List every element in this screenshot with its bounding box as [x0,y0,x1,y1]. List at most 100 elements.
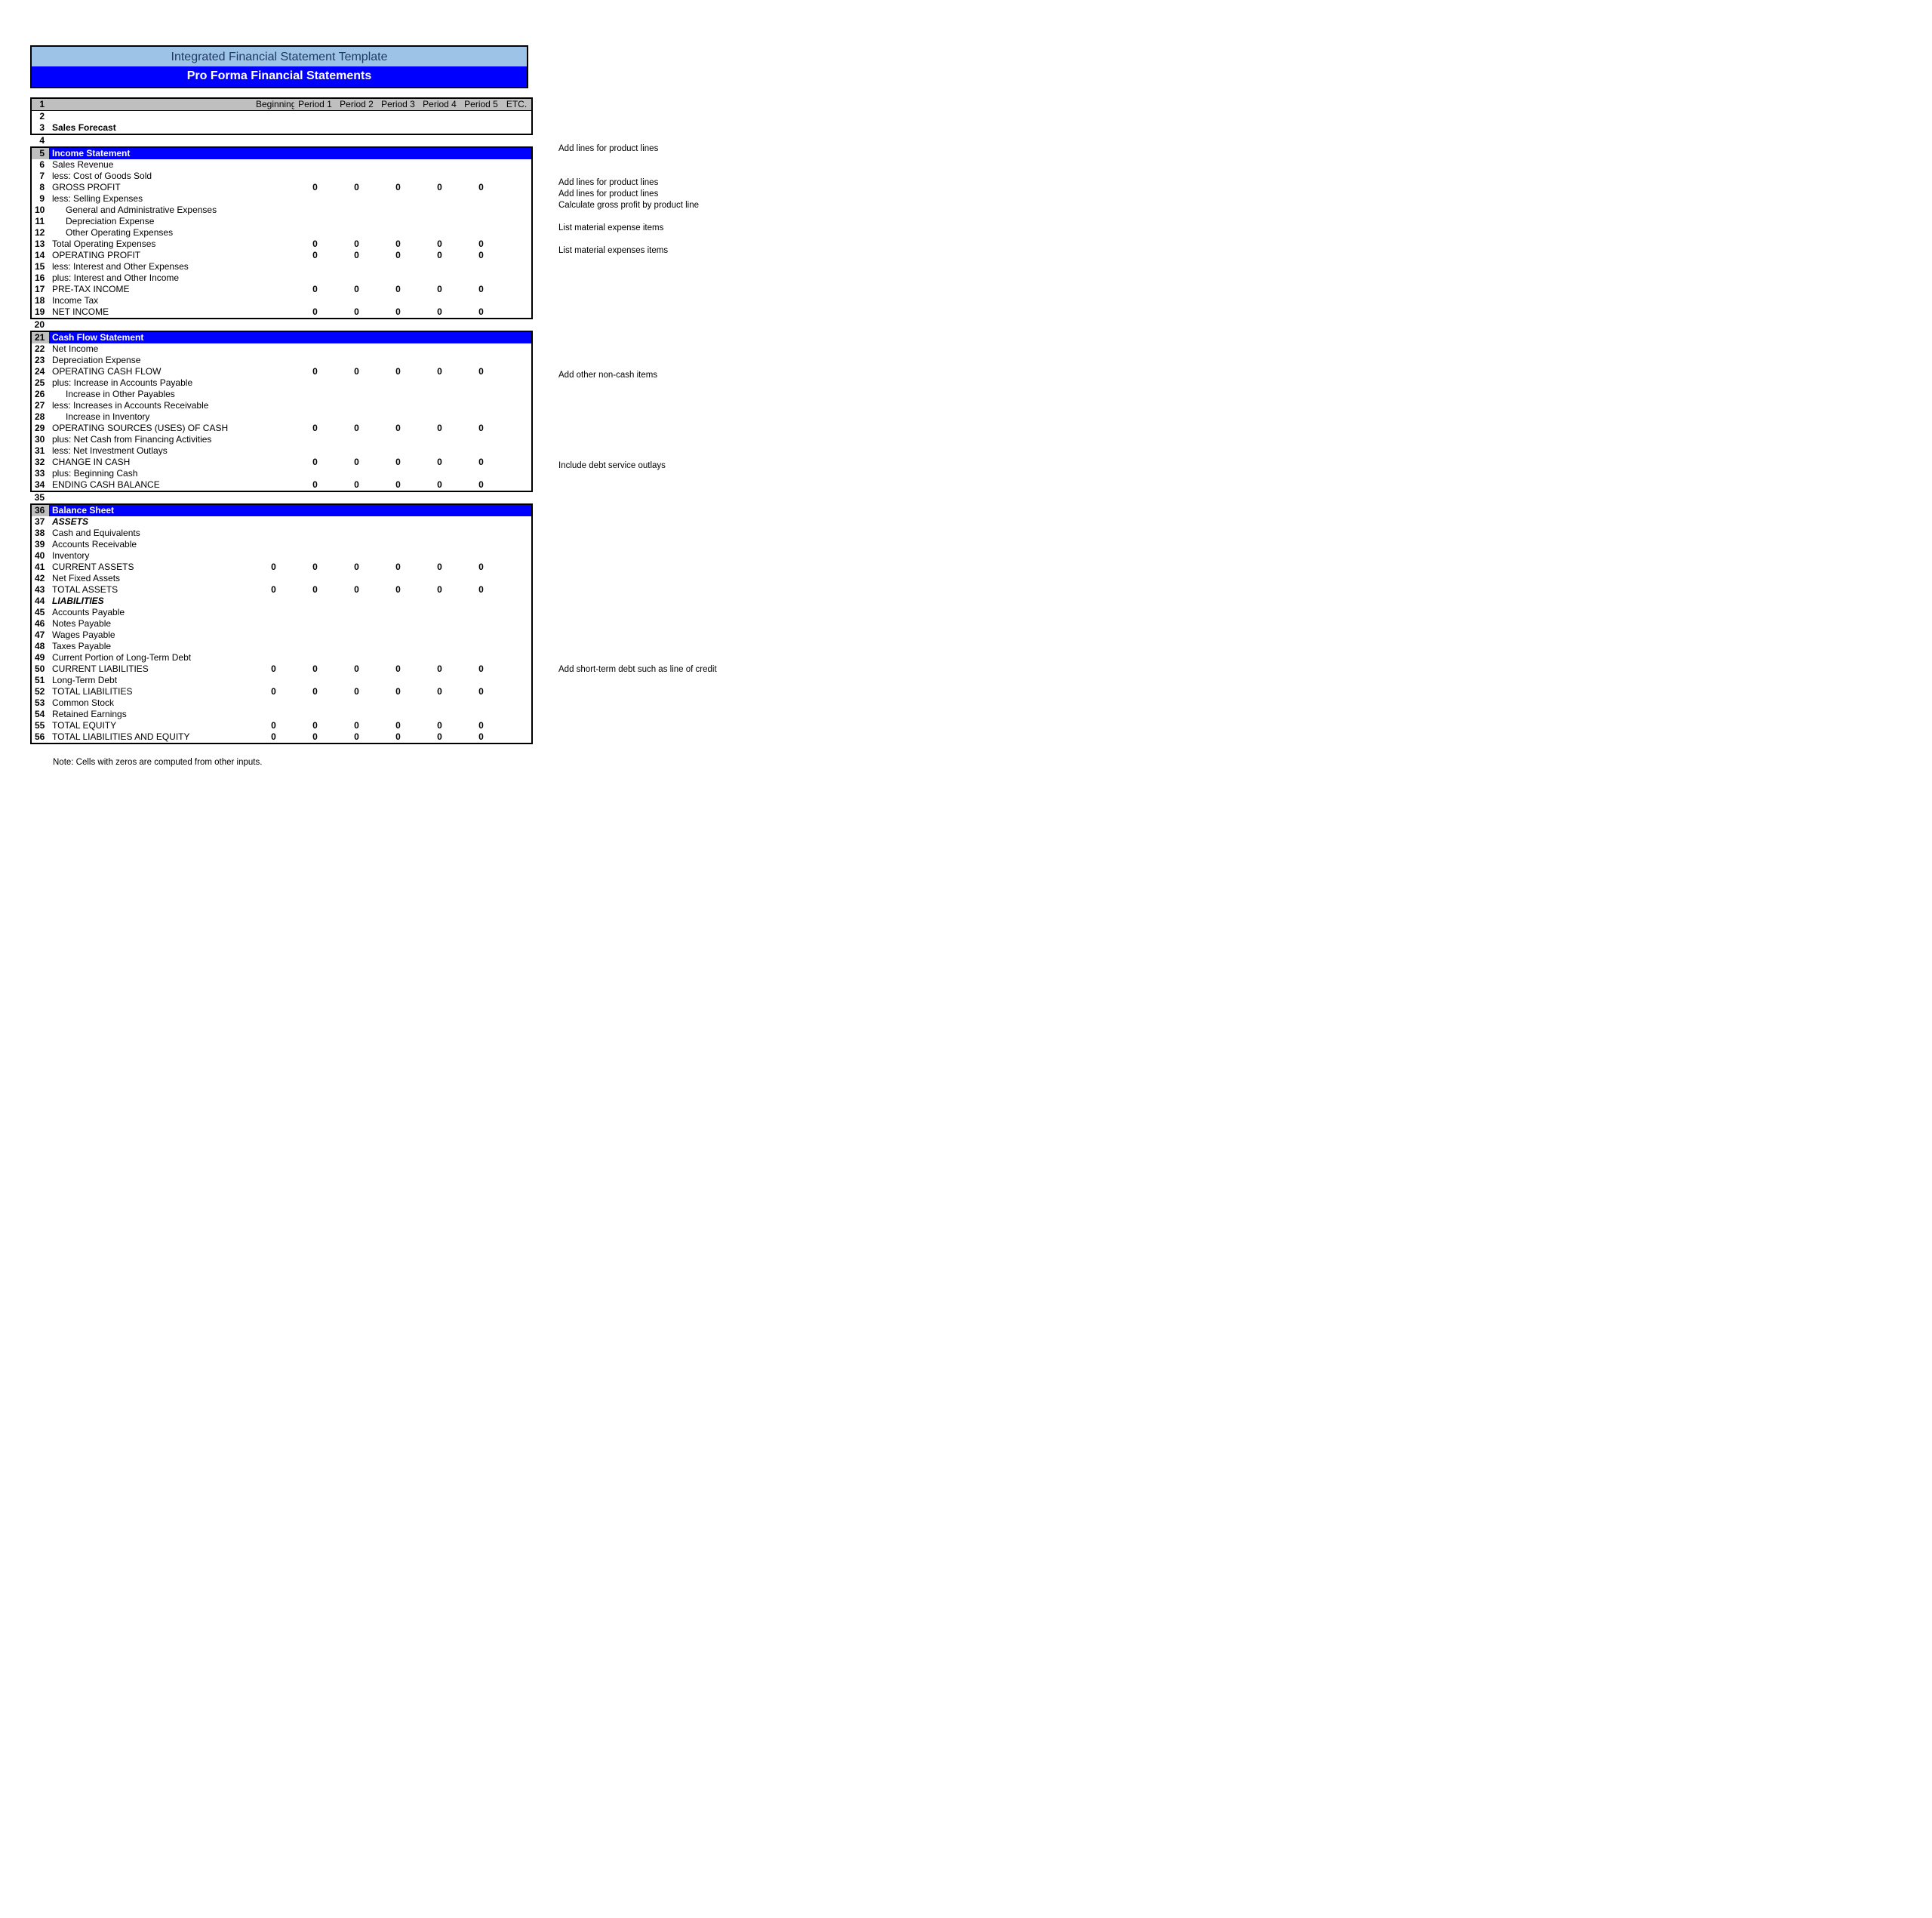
row-39: 39Accounts Receivable [31,539,532,550]
statement-table: 1BeginningPeriod 1Period 2Period 3Period… [30,97,533,744]
value-cell [502,468,532,479]
value-cell: 0 [253,562,294,573]
value-cell [336,343,377,355]
col-header: Period 5 [460,98,502,111]
value-cell [419,539,460,550]
value-cell [377,445,419,457]
row-17: 17PRE-TAX INCOME00000 [31,284,532,295]
value-cell: 0 [460,284,502,295]
row-28: 28Increase in Inventory [31,411,532,423]
value-cell [253,147,294,159]
value-cell [336,641,377,652]
value-cell [253,193,294,205]
side-note: Add other non-cash items [558,370,770,381]
row-label: OPERATING CASH FLOW [49,366,253,377]
value-cell: 0 [460,479,502,491]
value-cell: 0 [460,731,502,743]
row-number: 22 [31,343,49,355]
side-note [558,528,770,540]
value-cell: 0 [336,366,377,377]
value-cell: 0 [460,457,502,468]
side-note [558,653,770,664]
row-number: 8 [31,182,49,193]
row-label: Other Operating Expenses [49,227,253,239]
value-cell [419,227,460,239]
value-cell [377,122,419,134]
row-label [49,111,253,123]
side-note [558,619,770,630]
value-cell: 0 [294,720,336,731]
row-6: 6Sales Revenue [31,159,532,171]
row-53: 53Common Stock [31,697,532,709]
value-cell [253,205,294,216]
value-cell [253,479,294,491]
value-cell: 0 [294,284,336,295]
row-label: Notes Payable [49,618,253,630]
page: Integrated Financial Statement Template … [30,45,1902,767]
row-label: less: Cost of Goods Sold [49,171,253,182]
value-cell [253,284,294,295]
value-cell [502,423,532,434]
side-note [558,687,770,698]
col-header: Period 1 [294,98,336,111]
value-cell [294,434,336,445]
value-cell: 0 [419,686,460,697]
value-cell: 0 [419,423,460,434]
value-cell [294,504,336,516]
value-cell [336,389,377,400]
value-cell [502,697,532,709]
value-cell [419,652,460,663]
value-cell [377,573,419,584]
value-cell [460,652,502,663]
value-cell [502,709,532,720]
row-number: 35 [31,491,49,504]
value-cell [377,596,419,607]
row-label: Retained Earnings [49,709,253,720]
value-cell [419,630,460,641]
value-cell [294,539,336,550]
value-cell [253,306,294,319]
value-cell [294,411,336,423]
row-2: 2 [31,111,532,123]
value-cell [502,720,532,731]
value-cell [419,516,460,528]
value-cell [502,550,532,562]
side-note [558,404,770,415]
value-cell: 0 [460,663,502,675]
value-cell [294,709,336,720]
value-cell [419,111,460,123]
row-number: 18 [31,295,49,306]
value-cell [253,675,294,686]
value-cell [377,539,419,550]
row-number: 34 [31,479,49,491]
value-cell [253,697,294,709]
row-number: 50 [31,663,49,675]
value-cell [253,618,294,630]
value-cell [336,122,377,134]
value-cell [253,550,294,562]
value-cell [377,261,419,272]
value-cell [460,697,502,709]
row-label: Cash and Equivalents [49,528,253,539]
value-cell [419,607,460,618]
side-note [558,483,770,494]
value-cell [336,261,377,272]
row-31: 31less: Net Investment Outlays [31,445,532,457]
row-11: 11Depreciation Expense [31,216,532,227]
value-cell: 0 [336,584,377,596]
value-cell [419,355,460,366]
row-label: less: Interest and Other Expenses [49,261,253,272]
header-blank [49,98,253,111]
value-cell: 0 [377,479,419,491]
value-cell: 0 [294,250,336,261]
value-cell: 0 [377,686,419,697]
value-cell: 0 [377,250,419,261]
row-label: LIABILITIES [49,596,253,607]
value-cell [253,528,294,539]
row-55: 55TOTAL EQUITY000000 [31,720,532,731]
value-cell: 0 [419,457,460,468]
side-note [558,596,770,608]
value-cell [336,445,377,457]
value-cell: 0 [336,250,377,261]
row-26: 26Increase in Other Payables [31,389,532,400]
